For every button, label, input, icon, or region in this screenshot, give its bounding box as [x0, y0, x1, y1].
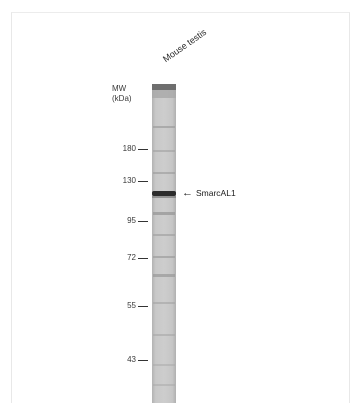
faint-band — [153, 302, 175, 304]
faint-band — [153, 364, 175, 366]
marker-72-tick — [138, 258, 148, 259]
marker-180: 180 — [108, 144, 150, 154]
marker-55-label: 55 — [127, 301, 136, 310]
marker-72: 72 — [108, 253, 150, 263]
faint-band — [153, 212, 175, 215]
faint-band — [153, 126, 175, 128]
marker-55: 55 — [108, 301, 150, 311]
mw-title-line1: MW — [112, 84, 127, 93]
marker-95-tick — [138, 221, 148, 222]
band-label-text: SmarcAL1 — [196, 188, 236, 198]
faint-band — [153, 234, 175, 236]
marker-95-label: 95 — [127, 216, 136, 225]
marker-180-label: 180 — [122, 144, 136, 153]
marker-95: 95 — [108, 216, 150, 226]
marker-130: 130 — [108, 176, 150, 186]
western-blot-lane — [152, 84, 176, 403]
faint-band — [153, 172, 175, 174]
faint-band — [153, 384, 175, 386]
well-edge — [152, 84, 176, 90]
marker-72-label: 72 — [127, 253, 136, 262]
figure-panel — [11, 12, 350, 403]
faint-band — [153, 150, 175, 152]
marker-43: 43 — [108, 355, 150, 365]
arrow-left-icon: ← — [182, 187, 193, 199]
smarcal1-band — [152, 191, 176, 196]
marker-43-tick — [138, 360, 148, 361]
marker-130-label: 130 — [122, 176, 136, 185]
faint-band — [153, 334, 175, 336]
mw-title-line2: (kDa) — [112, 94, 132, 103]
band-annotation: ← SmarcAL1 — [182, 187, 236, 199]
faint-band — [153, 256, 175, 258]
lane-background — [152, 84, 176, 403]
mw-title: MW (kDa) — [112, 84, 132, 104]
marker-43-label: 43 — [127, 355, 136, 364]
marker-55-tick — [138, 306, 148, 307]
marker-130-tick — [138, 181, 148, 182]
faint-band — [153, 274, 175, 277]
marker-180-tick — [138, 149, 148, 150]
